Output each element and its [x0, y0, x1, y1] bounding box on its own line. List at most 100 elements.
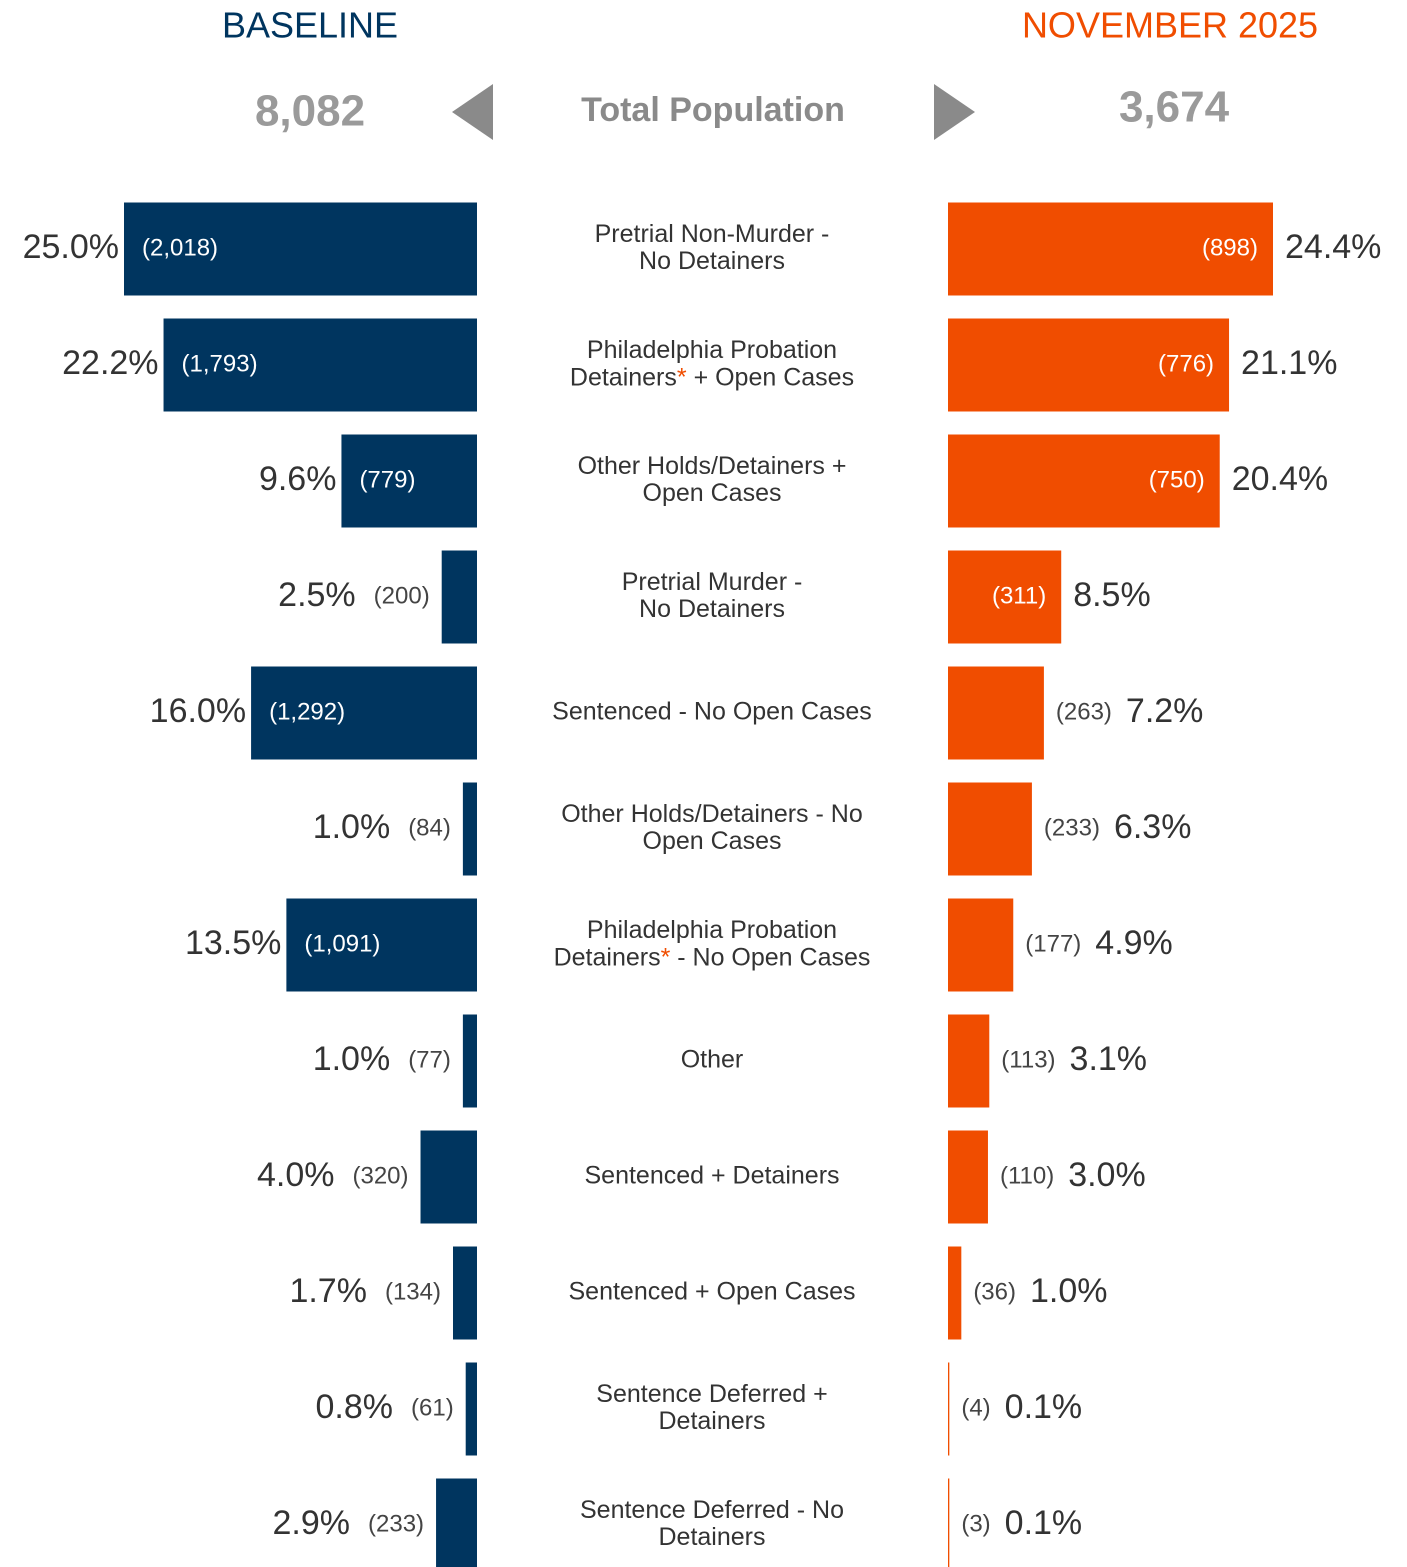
- category-label: Philadelphia Probation: [587, 336, 837, 364]
- bar: [948, 318, 1230, 412]
- value-label: 1.0%: [313, 1040, 391, 1078]
- value-label: 21.1%: [1241, 344, 1337, 382]
- center-label: Total Population: [581, 91, 845, 129]
- count-label: (2,018): [142, 234, 218, 261]
- value-label: 25.0%: [23, 228, 119, 266]
- bar: [948, 1130, 988, 1224]
- category-label: Other Holds/Detainers +: [578, 452, 847, 480]
- value-label: 0.1%: [1005, 1504, 1083, 1542]
- bar: [948, 1362, 950, 1456]
- value-label: 2.5%: [278, 576, 356, 614]
- category-label: Open Cases: [643, 479, 782, 507]
- count-label: (779): [359, 466, 415, 493]
- count-label: (77): [408, 1046, 451, 1073]
- count-label: (263): [1056, 698, 1112, 725]
- value-label: 1.0%: [1030, 1272, 1108, 1310]
- count-label: (1,292): [269, 698, 345, 725]
- bar: [420, 1130, 477, 1224]
- count-label: (1,793): [182, 350, 258, 377]
- count-label: (110): [1000, 1162, 1054, 1189]
- text-part: Detainers: [554, 943, 661, 971]
- text-part: + Open Cases: [687, 363, 854, 391]
- bar: [462, 782, 477, 876]
- count-label: (320): [352, 1162, 408, 1189]
- category-label: Detainers: [659, 1407, 766, 1435]
- bar: [948, 666, 1044, 760]
- value-label: 8.5%: [1073, 576, 1151, 614]
- bar: [163, 318, 477, 412]
- count-label: (134): [385, 1278, 441, 1305]
- count-label: (36): [973, 1278, 1016, 1305]
- bar: [948, 550, 1062, 644]
- category-label: Sentenced + Open Cases: [569, 1278, 856, 1306]
- bar: [462, 1014, 477, 1108]
- total: 3,674: [1119, 83, 1230, 132]
- bar: [251, 666, 477, 760]
- count-label: (84): [408, 814, 451, 841]
- text-part: Detainers: [570, 363, 677, 391]
- value-label: 0.8%: [316, 1388, 394, 1426]
- arrow: [452, 84, 493, 140]
- value-label: 4.0%: [257, 1156, 335, 1194]
- category-label: Detainers* - No Open Cases: [554, 943, 871, 971]
- bar: [948, 1246, 962, 1340]
- count-label: (177): [1025, 930, 1081, 957]
- arrow: [934, 84, 975, 140]
- category-label: Sentence Deferred +: [596, 1380, 827, 1408]
- value-label: 6.3%: [1114, 808, 1192, 846]
- count-label: (898): [1202, 234, 1258, 261]
- value-label: 13.5%: [185, 924, 281, 962]
- value-label: 1.7%: [289, 1272, 367, 1310]
- value-label: 16.0%: [150, 692, 246, 730]
- bar: [948, 782, 1032, 876]
- value-label: 0.1%: [1005, 1388, 1083, 1426]
- category-label: Pretrial Murder -: [622, 568, 803, 596]
- category-label: Sentenced + Detainers: [584, 1162, 839, 1190]
- asterisk: *: [677, 363, 687, 391]
- count-label: (233): [1044, 814, 1100, 841]
- category-label: Detainers* + Open Cases: [570, 363, 854, 391]
- count-label: (750): [1149, 466, 1205, 493]
- value-label: 24.4%: [1285, 228, 1381, 266]
- count-label: (311): [992, 582, 1046, 609]
- bar: [948, 898, 1014, 992]
- category-label: Sentence Deferred - No: [580, 1496, 844, 1524]
- count-label: (1,091): [304, 930, 380, 957]
- value-label: 4.9%: [1095, 924, 1173, 962]
- bar: [286, 898, 477, 992]
- value-label: 7.2%: [1126, 692, 1204, 730]
- category-label: Sentenced - No Open Cases: [552, 698, 872, 726]
- category-label: Other: [681, 1046, 744, 1074]
- text-part: - No Open Cases: [670, 943, 870, 971]
- bar: [948, 202, 1273, 296]
- category-label: No Detainers: [639, 247, 785, 275]
- value-label: 9.6%: [259, 460, 337, 498]
- value-label: 1.0%: [313, 808, 391, 846]
- category-label: Pretrial Non-Murder -: [595, 220, 830, 248]
- category-label: No Detainers: [639, 595, 785, 623]
- bar: [441, 550, 477, 644]
- category-label: Other Holds/Detainers - No: [561, 800, 863, 828]
- series-header: NOVEMBER 2025: [1022, 5, 1318, 46]
- value-label: 3.1%: [1070, 1040, 1148, 1078]
- value-label: 20.4%: [1232, 460, 1328, 498]
- count-label: (3): [961, 1510, 990, 1537]
- count-label: (61): [411, 1394, 454, 1421]
- total: 8,082: [255, 87, 365, 136]
- asterisk: *: [661, 943, 671, 971]
- value-label: 22.2%: [62, 344, 158, 382]
- count-label: (776): [1158, 350, 1214, 377]
- category-label: Open Cases: [643, 827, 782, 855]
- bar: [436, 1478, 477, 1567]
- value-label: 3.0%: [1068, 1156, 1146, 1194]
- bar: [341, 434, 477, 528]
- category-label: Detainers: [659, 1523, 766, 1551]
- bar: [452, 1246, 477, 1340]
- count-label: (4): [961, 1394, 990, 1421]
- value-label: 2.9%: [273, 1504, 351, 1542]
- bar: [948, 1014, 990, 1108]
- series-header: BASELINE: [222, 5, 398, 46]
- bar: [465, 1362, 477, 1456]
- bar: [948, 434, 1220, 528]
